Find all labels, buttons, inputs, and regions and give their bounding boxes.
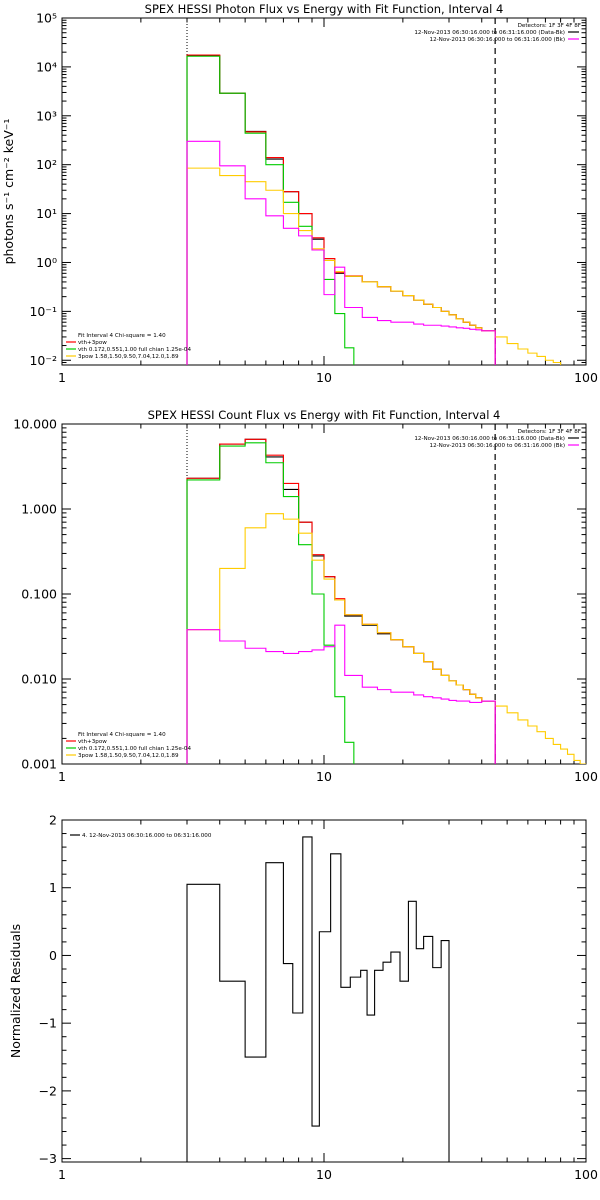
y-tick-label: 10¹ [36, 206, 57, 221]
y-tick-label: 10⁴ [36, 59, 57, 74]
y-tick-label: 1 [49, 880, 57, 895]
y-tick-label: 2 [49, 813, 57, 828]
y-tick-label: 10⁻¹ [29, 304, 57, 319]
x-tick-label: 1 [58, 370, 66, 385]
y-axis-label: Normalized Residuals [8, 924, 23, 1058]
legend-entry-text: 12-Nov-2013 06:30:16.000 to 06:31:16.000… [430, 443, 565, 449]
legend-entry-text: 12-Nov-2013 06:30:16.000 to 06:31:16.000… [430, 37, 565, 43]
legend-entry-text: 12-Nov-2013 06:30:16.000 to 06:31:16.000… [414, 30, 565, 36]
legend-legend_top_left: 4. 12-Nov-2013 06:30:16.000 to 06:31:16.… [70, 833, 212, 839]
legend-entry-text: vth+3pow [78, 739, 107, 745]
legend-entry-text: 3pow 1.58,1.50,9.50,7.04,12.0,1.89 [78, 753, 179, 759]
series-4-histogram [186, 140, 496, 365]
legend-legend_bottom_left: Fit Interval 4 Chi-square = 1.40vth+3pow… [66, 333, 191, 360]
y-tick-label: 0.010 [21, 672, 57, 687]
legend-header: Detectors: 1F 3F 4F 8F [518, 23, 581, 29]
y-tick-label: 10.000 [13, 417, 57, 432]
legend-entry-text: 12-Nov-2013 06:30:16.000 to 06:31:16.000… [414, 436, 565, 442]
x-tick-label: 1 [58, 1167, 66, 1182]
legend-header: Fit Interval 4 Chi-square = 1.40 [78, 333, 166, 339]
chart-title: SPEX HESSI Photon Flux vs Energy with Fi… [145, 2, 504, 16]
legend-entry-text: vth+3pow [78, 340, 107, 346]
y-tick-label: 10² [36, 157, 57, 172]
y-tick-label: 10⁰ [36, 255, 57, 270]
legend-header: Fit Interval 4 Chi-square = 1.40 [78, 732, 166, 738]
x-tick-label: 10 [316, 1167, 332, 1182]
y-tick-label: −2 [39, 1083, 57, 1098]
legend-entry-text: 4. 12-Nov-2013 06:30:16.000 to 06:31:16.… [82, 833, 212, 839]
series-4-histogram [186, 624, 496, 764]
panel-photon: SPEX HESSI Photon Flux vs Energy with Fi… [1, 2, 598, 385]
legend-entry-text: vth 0.172,0.551,1.00 full chian 1.25e-04 [78, 746, 191, 752]
y-tick-label: 0.100 [21, 587, 57, 602]
y-tick-label: −3 [39, 1151, 57, 1166]
y-tick-label: −1 [39, 1016, 57, 1031]
x-tick-label: 100 [574, 769, 598, 784]
legend-entry-text: vth 0.172,0.551,1.00 full chian 1.25e-04 [78, 347, 191, 353]
y-tick-label: 0.001 [21, 757, 57, 772]
y-axis-label: photons s⁻¹ cm⁻² keV⁻¹ [1, 119, 16, 265]
y-tick-label: 10⁵ [36, 11, 57, 26]
panel-residuals: 1 10 100 −3 −2 −1 0 1 2 Normalized Residuals 4. 12… [8, 813, 598, 1183]
legend-header: Detectors: 1F 3F 4F 8F [518, 429, 581, 435]
panel-count: SPEX HESSI Count Flux vs Energy with Fit… [13, 408, 598, 784]
legend-legend_bottom_left: Fit Interval 4 Chi-square = 1.40vth+3pow… [66, 732, 191, 759]
series-3-histogram [186, 167, 562, 365]
x-tick-label: 100 [574, 1167, 598, 1182]
x-tick-label: 10 [316, 370, 332, 385]
y-tick-label: 10⁻² [29, 353, 57, 368]
y-tick-label: 1.000 [21, 502, 57, 517]
series-0-histogram [186, 836, 450, 1162]
x-tick-label: 10 [316, 769, 332, 784]
series-3-histogram [186, 513, 586, 764]
x-tick-label: 100 [574, 370, 598, 385]
chart-title: SPEX HESSI Count Flux vs Energy with Fit… [148, 408, 501, 422]
y-tick-label: 0 [49, 948, 57, 963]
legend-entry-text: 3pow 1.58,1.50,9.50,7.04,12.0,1.89 [78, 354, 179, 360]
x-tick-label: 1 [58, 769, 66, 784]
y-tick-label: 10³ [36, 108, 57, 123]
